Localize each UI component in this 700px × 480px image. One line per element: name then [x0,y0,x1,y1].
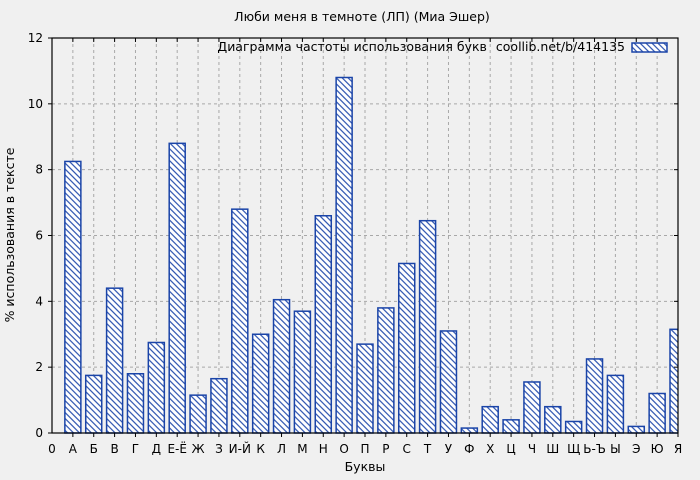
x-tick-label-Х: Х [486,442,494,456]
x-tick-label-З: З [215,442,223,456]
y-tick-label-0: 0 [35,426,43,440]
bar-Ч [523,381,541,434]
y-tick-label-12: 12 [28,31,43,45]
x-tick-label-Щ: Щ [567,442,580,456]
legend-text: Диаграмма частоты использования букв cool… [217,39,625,54]
bar-З [210,377,228,434]
bars-layer [64,76,678,434]
x-tick-label-Ш: Ш [546,442,559,456]
x-tick-label-К: К [256,442,265,456]
bar-Д [147,341,166,434]
bar-Э [627,425,646,434]
x-tick-label-Т: Т [423,442,432,456]
y-tick-label-10: 10 [28,97,43,111]
x-tick-label-Г: Г [132,442,139,456]
bar-Щ [564,420,583,434]
x-tick-label-Ч: Ч [528,442,536,456]
bar-Н [314,215,333,434]
x-tick-label-Ь-Ъ: Ь-Ъ [583,442,606,456]
y-tick-label-8: 8 [35,163,43,177]
x-tick-label-Р: Р [382,442,389,456]
x-tick-label-У: У [445,442,453,456]
bar-М [293,310,312,434]
legend-label: Диаграмма частоты использования букв [217,39,486,54]
bar-В [105,287,124,434]
y-tick-label-2: 2 [35,360,43,374]
bar-Ж [189,394,207,434]
bar-Ы [606,374,625,434]
bar-А [64,160,82,434]
x-tick-label-Ж: Ж [192,442,205,456]
bar-Т [418,219,437,434]
bar-Ш [544,405,562,434]
chart-title: Люби меня в темноте (ЛП) (Миа Эшер) [234,9,490,24]
x-origin-label: 0 [48,442,56,456]
bar-Х [481,405,499,434]
x-tick-label-Э: Э [632,442,640,456]
legend-swatch [631,42,668,53]
axis-tick-labels: 0 А Б В Г Д Е-Ё Ж З И-Й К Л М Н О П Р С Т У Ф Х Ц Ч Ш Щ Ь-Ъ Ы Э Ю Я024… [28,31,682,456]
bar-С [397,262,416,434]
bar-К [251,333,270,434]
x-tick-label-Н: Н [319,442,328,456]
y-tick-label-6: 6 [35,229,43,243]
bar-Ь-Ъ [585,358,604,434]
bar-Ф [460,427,479,434]
bar-Ц [502,419,520,434]
bar-И-Й [231,208,249,434]
y-tick-label-4: 4 [35,294,43,308]
x-tick-label-Ю: Ю [651,442,664,456]
bar-Е-Ё [168,142,186,434]
legend-source: coollib.net/b/414135 [496,39,625,54]
y-axis-label: % использования в тексте [2,147,17,322]
x-tick-label-П: П [360,442,369,456]
x-tick-label-О: О [339,442,348,456]
bar-Я [669,328,678,434]
x-tick-label-Л: Л [277,442,286,456]
bar-П [356,343,374,434]
bar-Г [126,373,145,434]
x-tick-label-А: А [69,442,78,456]
x-tick-label-М: М [297,442,307,456]
x-tick-label-Е-Ё: Е-Ё [167,441,187,456]
bar-Л [272,298,291,434]
x-tick-label-Я: Я [674,442,682,456]
x-tick-label-Ы: Ы [610,442,621,456]
x-tick-label-Ф: Ф [464,442,474,456]
legend: Диаграмма частоты использования букв cool… [217,39,668,54]
x-axis-label: Буквы [345,459,386,474]
bar-О [335,76,353,434]
bar-Ю [648,392,666,434]
axis-ticks [48,37,679,437]
x-tick-label-Ц: Ц [506,442,515,456]
x-tick-label-С: С [403,442,411,456]
bar-У [439,330,458,434]
x-tick-label-Д: Д [152,442,161,456]
bar-Р [377,307,395,434]
x-tick-label-В: В [110,442,118,456]
bar-Б [84,374,103,434]
x-tick-label-Б: Б [90,442,98,456]
x-tick-label-И-Й: И-Й [229,441,251,456]
